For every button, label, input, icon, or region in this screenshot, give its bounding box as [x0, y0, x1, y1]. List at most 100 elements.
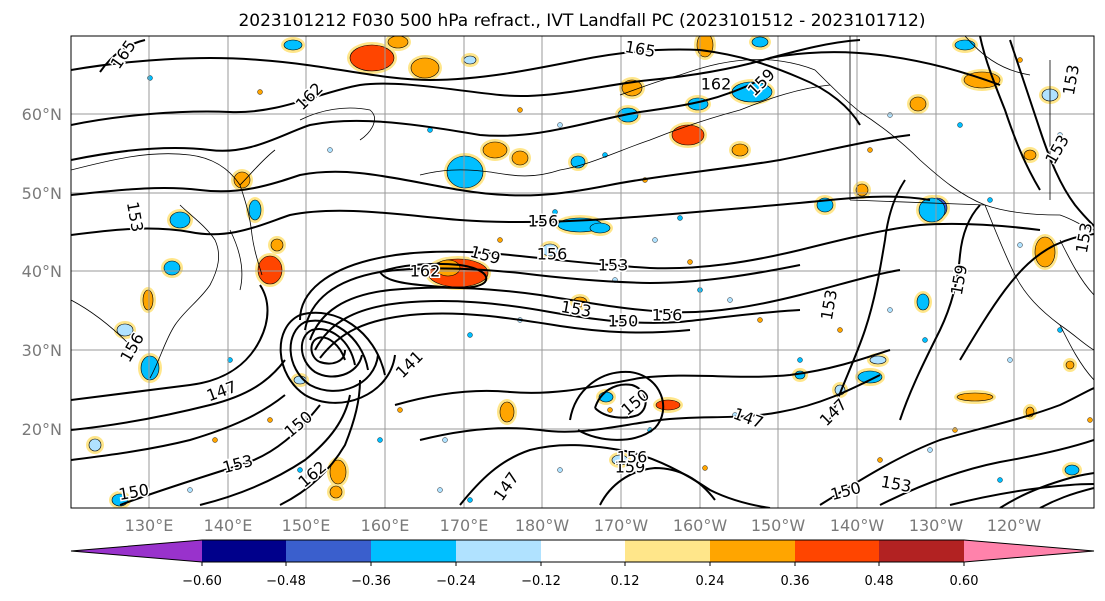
shading-cell — [140, 355, 160, 381]
contour-label: 153 — [598, 256, 629, 275]
shading-cell — [1064, 464, 1080, 476]
shading-dot — [397, 407, 403, 413]
coastline-segment — [1059, 239, 1094, 296]
contour-line — [899, 204, 981, 421]
coastline-segment — [239, 184, 263, 276]
shading-dot — [957, 122, 963, 128]
shading-dot — [1087, 417, 1093, 423]
shading-dot — [187, 487, 193, 493]
contour-line — [300, 328, 363, 378]
colorbar-tick-label: 0.48 — [865, 574, 894, 589]
colorbar-tick-label: −0.24 — [436, 574, 476, 589]
shading-cell — [855, 183, 869, 197]
contour-line — [379, 262, 488, 289]
shading-cell — [116, 323, 134, 337]
lon-label: 180°W — [515, 516, 570, 535]
lon-label: 150°E — [282, 516, 331, 535]
shading-cell — [163, 260, 181, 276]
shading-dot — [727, 297, 733, 303]
shading-dot — [757, 317, 763, 323]
shading-dot — [557, 122, 563, 128]
shading-cell — [511, 150, 529, 166]
contour-line — [71, 48, 701, 82]
contour-line — [999, 472, 1094, 508]
contour-line — [71, 39, 861, 126]
contour-line — [829, 179, 906, 421]
shading-dot — [952, 427, 958, 433]
coastline-segment — [984, 204, 1094, 351]
shading-cell — [329, 485, 343, 499]
colorbar-bin — [795, 540, 879, 562]
colorbar-tick-label: 0.12 — [611, 574, 640, 589]
contour-line — [279, 311, 396, 404]
contour-line — [394, 349, 891, 406]
coastline-segment — [229, 229, 243, 291]
contour-line — [979, 36, 1041, 191]
contour-line — [71, 394, 286, 461]
map-title: 2023101212 F030 500 hPa refract., IVT La… — [238, 11, 925, 31]
shading-dot — [147, 75, 153, 81]
lon-label: 160°W — [673, 516, 728, 535]
colorbar-bin — [371, 540, 456, 562]
shading-dot — [467, 332, 473, 338]
coastline-segment — [1059, 324, 1094, 381]
shading-cell — [387, 36, 409, 49]
lon-label: 130°E — [125, 516, 174, 535]
shading-dot — [1057, 132, 1063, 138]
shading-cell — [611, 454, 629, 466]
shading-cell — [621, 79, 643, 97]
contour-line — [199, 394, 351, 506]
lat-label: 30°N — [22, 341, 62, 360]
lat-label: 60°N — [22, 105, 62, 124]
shading-dot — [467, 497, 473, 503]
contour-line — [309, 269, 901, 341]
contour-line — [459, 444, 771, 508]
contour-label: 162 — [701, 75, 732, 94]
contour-label: 162 — [410, 262, 441, 281]
shading-dot — [702, 465, 708, 471]
shading-dot — [327, 147, 333, 153]
coastline-segment — [849, 36, 986, 206]
shading-cell — [857, 370, 883, 384]
shading-dot — [887, 112, 893, 118]
coastline-segment — [619, 59, 816, 96]
shading-cell — [731, 143, 749, 157]
contour-line — [949, 483, 1094, 506]
shading-dot — [297, 467, 303, 473]
contour-line — [569, 370, 665, 441]
shading-dot — [837, 327, 843, 333]
shading-cell — [482, 141, 508, 159]
colorbar-tick-label: −0.12 — [521, 574, 561, 589]
lat-label: 40°N — [22, 262, 62, 281]
contour-line — [879, 439, 1094, 506]
contour-line — [279, 379, 361, 506]
shading-dot — [437, 487, 443, 493]
shading-dot — [1007, 357, 1013, 363]
lon-label: 160°E — [361, 516, 410, 535]
lon-label: 170°E — [440, 516, 489, 535]
coastline-segment — [71, 149, 276, 186]
colorbar-extend-max — [964, 540, 1094, 562]
contour-line — [1009, 39, 1094, 227]
contour-line — [769, 51, 1001, 86]
colorbar-tick-label: −0.60 — [182, 574, 222, 589]
colorbar-ticks: −0.60 −0.48 −0.36 −0.24 −0.12 0.12 0.24 0.36 0.4… — [182, 562, 978, 589]
contour-line — [71, 79, 761, 161]
contour-line — [71, 134, 911, 197]
shading-dot — [517, 107, 523, 113]
coastlines — [71, 36, 1094, 381]
shading-cell — [916, 293, 930, 311]
shading-dot — [987, 197, 993, 203]
colorbar-bin — [202, 540, 286, 562]
shading-cell — [909, 96, 927, 112]
colorbar-bin — [879, 540, 964, 562]
map-background — [71, 36, 1094, 508]
shading-cell — [1023, 149, 1037, 161]
shading-cell — [142, 289, 154, 311]
shading-cell — [1065, 360, 1075, 370]
shading-dot — [867, 147, 873, 153]
shading-dot — [257, 89, 263, 95]
contour-label: 156 — [617, 448, 648, 467]
colorbar-extend-min — [71, 540, 202, 562]
